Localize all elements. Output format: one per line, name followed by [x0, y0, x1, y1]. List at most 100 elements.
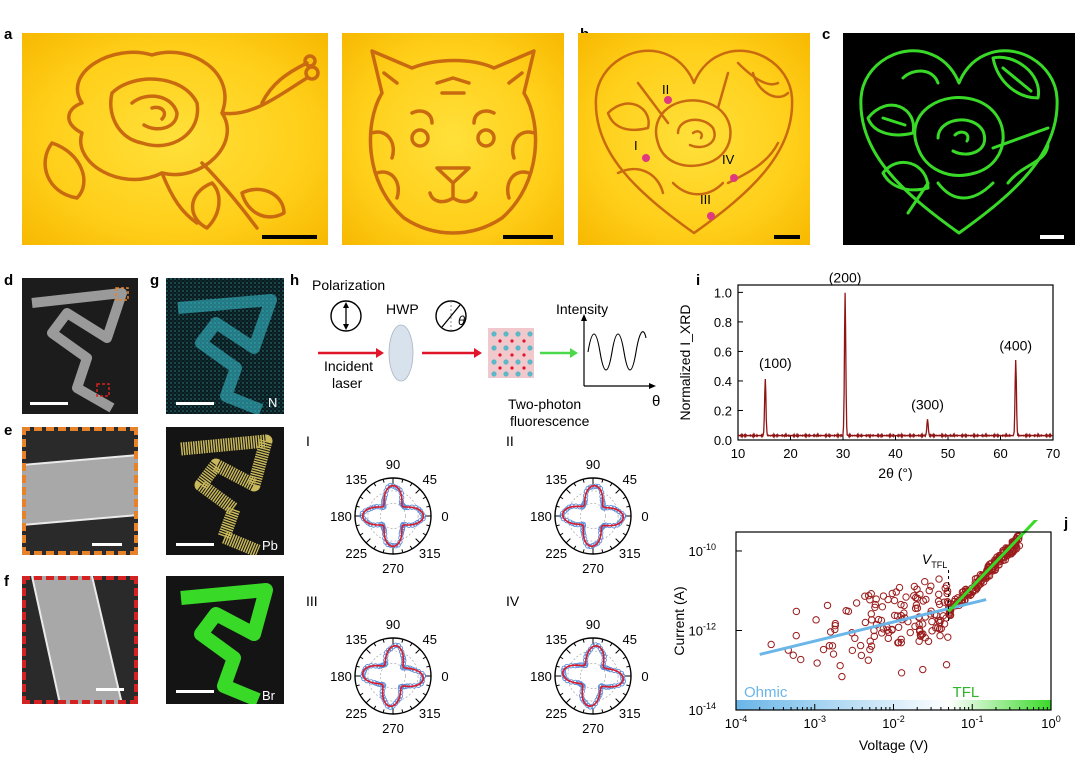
iv-x-tick-label: 100	[1041, 714, 1060, 731]
polar-angle-label: 135	[345, 632, 367, 647]
polar-tick	[382, 549, 385, 553]
iv-data-point	[906, 628, 914, 637]
xrd-peak-label: (300)	[911, 396, 944, 412]
polar-angle-label: 270	[382, 721, 404, 736]
iv-data-point	[792, 607, 801, 616]
polar-tick	[426, 524, 430, 527]
iv-data-point	[940, 620, 949, 628]
iv-data-point	[893, 612, 902, 620]
scale-bar	[774, 235, 800, 239]
polar-tick	[365, 538, 371, 544]
polar-tick	[359, 496, 364, 500]
ohmic-region-bar	[736, 700, 949, 710]
iv-data-point	[884, 634, 892, 643]
xrd-x-tick-label: 10	[731, 446, 745, 461]
sem-zoom-red	[22, 576, 138, 704]
xrd-y-tick-label: 0.4	[714, 374, 732, 389]
polar-angle-label: 180	[330, 509, 352, 524]
polar-tick	[615, 698, 621, 704]
iv-data-point	[819, 645, 828, 654]
iv-data-point	[897, 600, 905, 609]
two-photon-label-2: fluorescence	[510, 413, 590, 428]
polar-tick	[626, 684, 630, 687]
polar-angle-label: 45	[623, 472, 637, 487]
polar-tick	[609, 545, 613, 550]
iv-data-point	[870, 632, 879, 641]
iv-data-point	[864, 591, 873, 600]
polar-angle-label: 135	[345, 472, 367, 487]
polar-grid-ring	[367, 650, 419, 702]
vtfl-annotation: VTFL	[922, 551, 947, 570]
iv-data-point	[883, 626, 892, 634]
iv-data-point	[792, 631, 800, 640]
polar-angle-label: 45	[423, 472, 437, 487]
iv-chart: Ohmic TFL VTFL 10-4 10-3 10-2 10-1 100 10-14 10-1…	[671, 520, 1061, 753]
iv-data-point	[812, 616, 820, 624]
xrd-x-tick-label: 30	[836, 446, 850, 461]
polar-grid-ring	[380, 503, 406, 529]
polar-tick	[609, 705, 613, 710]
polar-angle-label: 45	[623, 632, 637, 647]
polar-angle-label: 180	[330, 669, 352, 684]
polar-plot-label: IV	[506, 593, 520, 609]
polar-tick	[626, 665, 630, 668]
iv-data-point	[836, 661, 844, 670]
point-label-I: I	[634, 138, 638, 153]
tfl-region-bar	[948, 700, 1051, 710]
iv-data-point	[922, 595, 930, 604]
polar-tick	[559, 656, 564, 660]
iv-data-point	[902, 593, 910, 601]
iv-data-point	[866, 637, 874, 645]
iv-data-point	[918, 620, 927, 628]
polar-angle-label: 315	[419, 706, 441, 721]
tfl-fit-line	[947, 520, 1038, 613]
polar-fit-curve	[361, 645, 425, 707]
iv-data-point	[888, 625, 896, 634]
iv-data-point	[856, 641, 865, 650]
polar-angle-label: 225	[345, 546, 367, 561]
iv-data-point	[912, 601, 921, 609]
polar-tick	[422, 692, 427, 696]
iv-y-tick-label: 10-14	[689, 701, 716, 718]
xrd-peak-label: (100)	[759, 355, 792, 371]
polar-tick	[559, 692, 564, 696]
polar-tick	[409, 545, 413, 550]
iv-x-tick-label: 10-4	[725, 714, 747, 731]
iv-data-point	[925, 586, 933, 595]
polar-tick	[615, 648, 621, 654]
polar-tick	[382, 639, 385, 643]
polar-plot-label: III	[306, 593, 318, 609]
iv-data-point	[831, 621, 839, 630]
polar-tick	[422, 496, 427, 500]
iv-data-point	[924, 637, 933, 646]
polar-tick	[422, 656, 427, 660]
iv-data-point	[890, 596, 899, 605]
iv-data-point	[857, 651, 866, 660]
polar-tick	[365, 488, 371, 494]
panel-label-f: f	[4, 573, 9, 590]
iv-data-point	[895, 583, 904, 592]
polar-tick	[615, 488, 621, 494]
iv-data-point	[828, 642, 837, 650]
polar-tick	[356, 684, 360, 687]
polar-data-point	[385, 541, 391, 548]
sem-arrow-image	[22, 278, 138, 414]
iv-data-point	[789, 651, 797, 659]
iv-data-point	[894, 623, 903, 631]
polar-angle-label: 270	[382, 561, 404, 576]
iv-data-point	[861, 618, 870, 627]
polar-data-point	[559, 513, 565, 519]
polar-tick	[365, 698, 371, 704]
iv-y-tick-label: 10-10	[689, 542, 716, 559]
ohmic-region-label: Ohmic	[744, 684, 788, 701]
iv-data-point	[866, 645, 874, 654]
iv-data-point	[867, 642, 876, 650]
polar-tick	[609, 482, 613, 487]
xrd-x-tick-label: 50	[941, 446, 955, 461]
polar-grid-ring	[580, 663, 606, 689]
iv-data-point	[972, 586, 980, 594]
panel-label-h: h	[290, 272, 300, 289]
polarization-label: Polarization	[312, 277, 385, 293]
eds-label-n: N	[268, 395, 278, 410]
polar-tick	[556, 505, 560, 508]
